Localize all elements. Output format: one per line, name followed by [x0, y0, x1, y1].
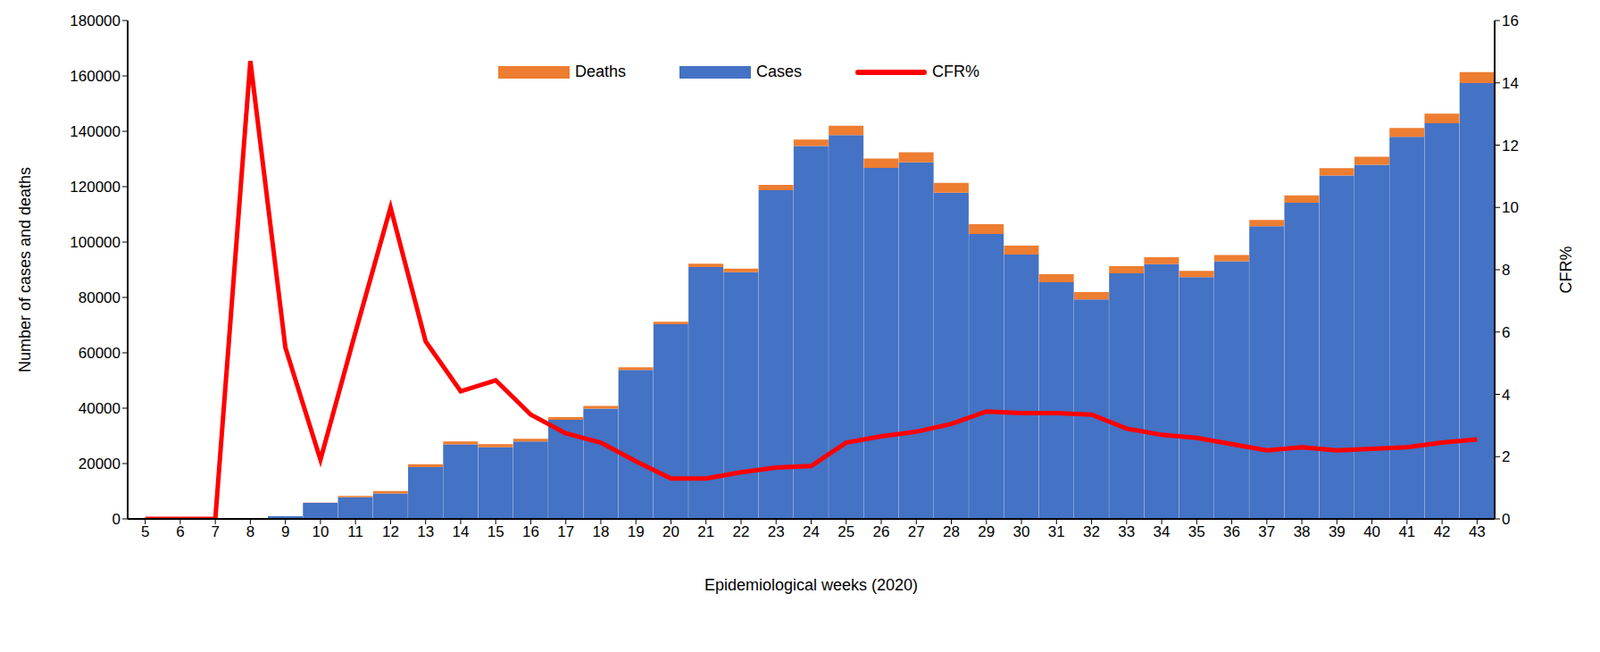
svg-text:40: 40 [1363, 523, 1381, 541]
svg-text:25: 25 [837, 523, 855, 541]
svg-text:43: 43 [1468, 523, 1486, 541]
svg-text:27: 27 [908, 523, 925, 541]
svg-text:19: 19 [627, 523, 645, 541]
svg-text:14: 14 [451, 523, 469, 541]
svg-text:100000: 100000 [69, 233, 121, 251]
svg-text:5: 5 [141, 523, 150, 541]
svg-text:180000: 180000 [69, 12, 121, 30]
svg-text:15: 15 [487, 523, 505, 541]
html-text:Deaths: Deaths [575, 62, 626, 81]
svg-text:20: 20 [662, 523, 680, 541]
svg-text:14: 14 [1501, 75, 1519, 92]
svg-text:32: 32 [1083, 523, 1100, 541]
svg-text:Number of cases and deaths: Number of cases and deaths [16, 166, 34, 373]
svg-text:34: 34 [1153, 523, 1171, 541]
svg-text:0: 0 [1501, 510, 1510, 528]
svg-text:140000: 140000 [69, 123, 121, 141]
svg-text:36: 36 [1223, 523, 1241, 541]
svg-text:21: 21 [697, 523, 715, 541]
svg-text:12: 12 [1501, 137, 1519, 155]
svg-text:31: 31 [1048, 523, 1066, 541]
svg-text:39: 39 [1328, 523, 1346, 541]
svg-text:6: 6 [175, 523, 184, 541]
svg-text:20000: 20000 [78, 455, 121, 473]
svg-text:2: 2 [1501, 448, 1510, 466]
svg-text:80000: 80000 [78, 289, 121, 307]
svg-text:60000: 60000 [78, 344, 121, 362]
svg-text:7: 7 [210, 523, 219, 541]
svg-text:120000: 120000 [69, 178, 121, 196]
svg-text:8: 8 [246, 523, 255, 541]
svg-text:22: 22 [733, 523, 750, 541]
svg-text:16: 16 [1501, 12, 1519, 30]
svg-text:26: 26 [873, 523, 891, 541]
svg-text:10: 10 [1501, 199, 1519, 217]
html-text:Cases: Cases [756, 62, 802, 81]
html-text:CFR%: CFR% [932, 62, 980, 81]
svg-text:11: 11 [347, 523, 364, 541]
svg-text:37: 37 [1258, 523, 1275, 541]
svg-text:9: 9 [281, 523, 290, 541]
svg-text:41: 41 [1398, 523, 1416, 541]
svg-text:0: 0 [112, 510, 121, 528]
svg-text:35: 35 [1188, 523, 1206, 541]
svg-text:16: 16 [522, 523, 540, 541]
svg-text:10: 10 [311, 523, 329, 541]
svg-text:40000: 40000 [78, 400, 121, 417]
svg-text:17: 17 [557, 523, 575, 541]
svg-text:160000: 160000 [69, 67, 121, 85]
svg-text:30: 30 [1013, 523, 1031, 541]
svg-text:24: 24 [802, 523, 820, 541]
svg-text:CFR%: CFR% [1557, 246, 1575, 294]
svg-text:4: 4 [1501, 386, 1510, 404]
svg-text:29: 29 [977, 523, 995, 541]
svg-text:13: 13 [416, 523, 434, 541]
svg-text:18: 18 [592, 523, 610, 541]
svg-text:12: 12 [382, 523, 400, 541]
svg-text:42: 42 [1433, 523, 1451, 541]
svg-text:38: 38 [1293, 523, 1311, 541]
svg-text:6: 6 [1501, 324, 1510, 342]
svg-text:Epidemiological weeks (2020): Epidemiological weeks (2020) [704, 575, 918, 594]
svg-text:33: 33 [1117, 523, 1135, 541]
svg-text:8: 8 [1501, 261, 1510, 279]
svg-text:23: 23 [767, 523, 785, 541]
svg-text:28: 28 [942, 523, 960, 541]
